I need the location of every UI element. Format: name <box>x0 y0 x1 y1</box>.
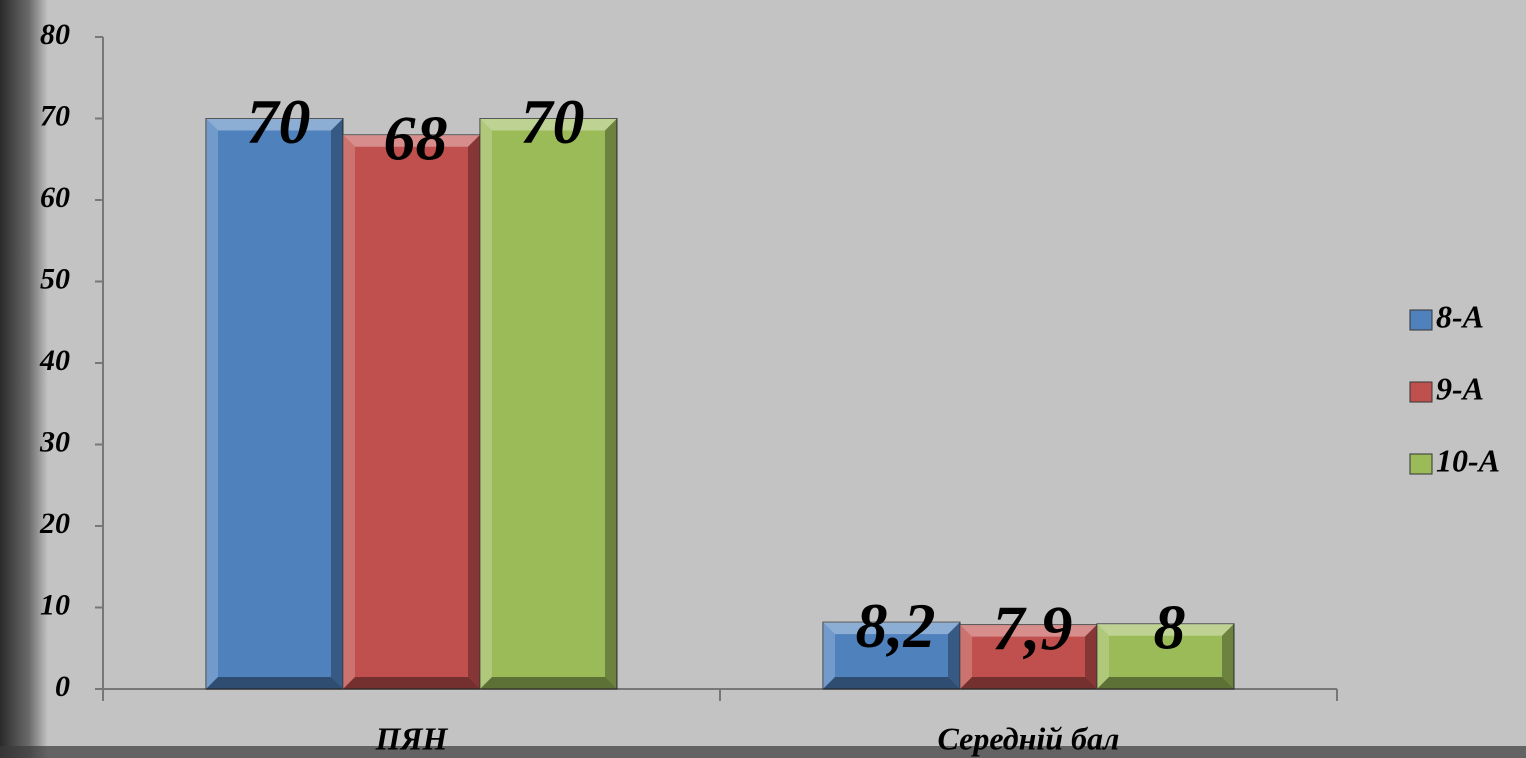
bar-bevel-right <box>1222 623 1234 689</box>
legend-swatch <box>1409 381 1433 403</box>
y-tick-label: 10 <box>40 588 70 621</box>
frame-edge <box>0 0 48 758</box>
bar-bevel-left <box>1097 623 1109 689</box>
data-label: 70 <box>521 86 585 157</box>
bar-bevel-right <box>468 134 480 690</box>
y-tick-label: 50 <box>40 262 70 295</box>
x-tick-label: Середній бал <box>938 720 1120 756</box>
y-tick-label: 80 <box>40 18 70 51</box>
bar-bevel-top <box>206 118 343 131</box>
data-label: 70 <box>247 86 311 157</box>
bar <box>1096 623 1235 690</box>
frame-bottom <box>0 746 1526 758</box>
data-label: 68 <box>384 102 448 173</box>
bar-bevel-left <box>823 622 835 689</box>
bar <box>205 118 344 690</box>
bar-bevel-bottom <box>960 677 1097 689</box>
y-tick-label: 60 <box>40 181 70 214</box>
legend-label: 10-А <box>1436 442 1500 478</box>
data-label: 7,9 <box>993 592 1073 663</box>
bar-bevel-right <box>331 118 343 689</box>
bar-bevel-right <box>948 622 960 689</box>
bar-bevel-right <box>605 118 617 689</box>
x-tick-label: ПЯН <box>375 720 449 756</box>
legend-swatch <box>1409 309 1433 331</box>
legend-label: 9-А <box>1436 370 1484 406</box>
bar <box>342 134 481 690</box>
y-tick-label: 70 <box>40 99 70 132</box>
legend-swatch <box>1409 453 1433 475</box>
y-tick-label: 20 <box>39 507 70 540</box>
bar-bevel-left <box>206 118 218 689</box>
bar <box>822 621 961 690</box>
bar-bevel-bottom <box>823 677 960 689</box>
bar-bevel-left <box>343 134 355 690</box>
bar-bevel-top <box>480 118 617 131</box>
bar-bevel-right <box>1085 624 1097 689</box>
y-tick-label: 0 <box>55 670 70 703</box>
bar-bevel-top <box>343 134 480 147</box>
data-label: 8 <box>1154 591 1186 662</box>
bar-bevel-bottom <box>206 677 343 689</box>
bar <box>479 118 618 690</box>
bar-bevel-bottom <box>343 677 480 689</box>
legend-label: 8-А <box>1436 298 1484 334</box>
bar-bevel-left <box>960 624 972 689</box>
bar-bevel-bottom <box>480 677 617 689</box>
y-tick-label: 40 <box>39 344 70 377</box>
bar-bevel-top <box>1097 623 1234 636</box>
bar-bevel-bottom <box>1097 677 1234 689</box>
bar-bevel-top <box>823 622 960 635</box>
bar-bevel-top <box>960 624 1097 637</box>
bar-bevel-left <box>480 118 492 689</box>
y-tick-label: 30 <box>39 425 70 458</box>
data-label: 8,2 <box>856 590 936 661</box>
